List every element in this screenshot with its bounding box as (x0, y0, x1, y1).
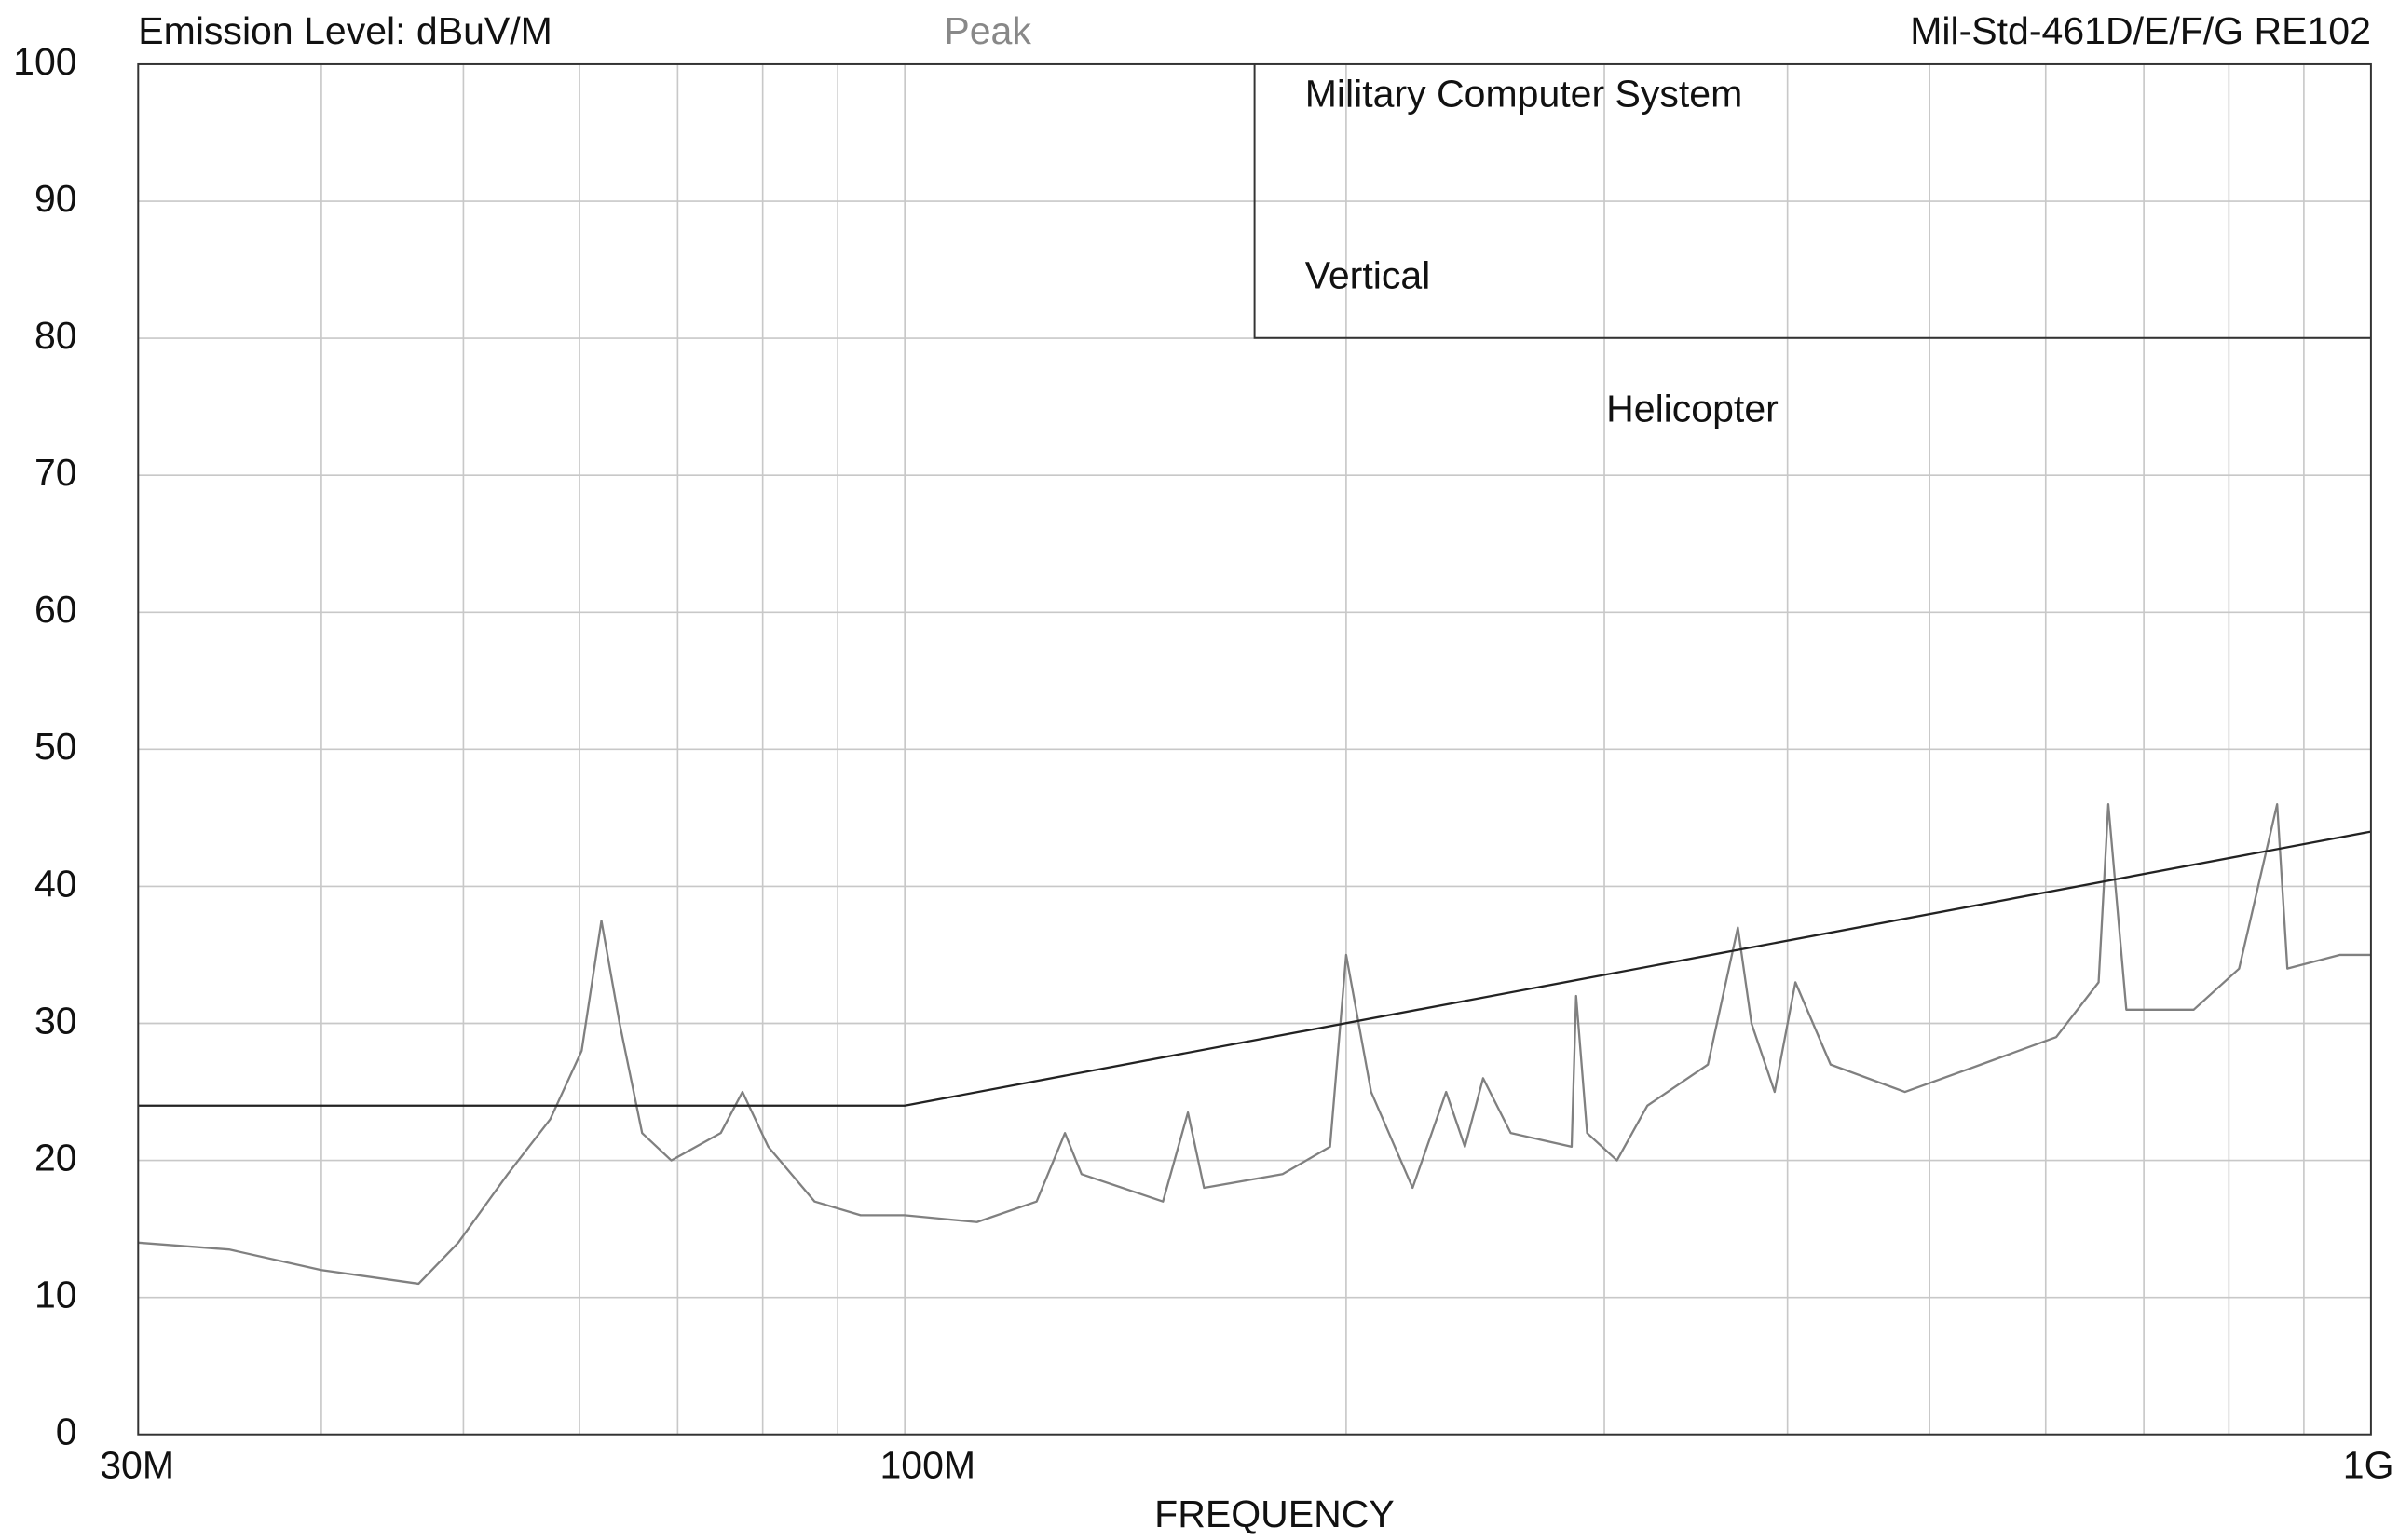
y-tick-label: 20 (34, 1136, 77, 1179)
annotation: Helicopter (1606, 387, 1779, 429)
y-tick-label: 40 (34, 862, 77, 905)
y-tick-label: 80 (34, 314, 77, 357)
y-tick-label: 30 (34, 999, 77, 1042)
subtitle: Peak (944, 9, 1031, 52)
y-tick-label: 10 (34, 1274, 77, 1316)
info-box (1253, 63, 2371, 339)
y-axis-label: Emission Level: dBuV/M (138, 9, 552, 52)
y-tick-label: 70 (34, 451, 77, 494)
plot (138, 803, 2372, 1286)
x-axis-label: FREQUENCY (1154, 1492, 1395, 1535)
y-tick-label: 60 (34, 588, 77, 631)
x-tick-label: 100M (879, 1444, 975, 1487)
x-tick-label: 1G (2343, 1444, 2394, 1487)
y-tick-label: 0 (56, 1411, 77, 1453)
x-tick-label: 30M (100, 1444, 174, 1487)
series-line (138, 830, 2372, 1107)
annotation: Vertical (1305, 254, 1431, 297)
y-tick-label: 100 (13, 40, 76, 83)
y-tick-label: 50 (34, 725, 77, 768)
series-line (138, 803, 2371, 1286)
annotation: Military Computer System (1305, 72, 1743, 115)
y-tick-label: 90 (34, 177, 77, 220)
title: Mil-Std-461D/E/F/G RE102 (1910, 9, 2371, 52)
